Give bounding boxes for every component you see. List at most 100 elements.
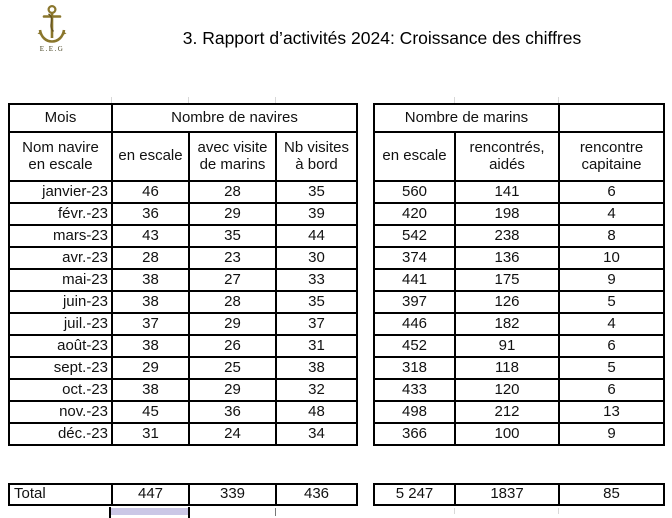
value-cell[interactable]: 141	[454, 180, 560, 204]
value-cell[interactable]: 29	[188, 312, 277, 336]
value-cell[interactable]: 374	[373, 246, 456, 270]
value-cell[interactable]: 34	[275, 422, 358, 446]
month-cell[interactable]: mai-23	[8, 268, 113, 292]
value-cell[interactable]: 9	[558, 268, 665, 292]
header-empty[interactable]	[558, 103, 665, 133]
value-cell[interactable]: 318	[373, 356, 456, 380]
value-cell[interactable]: 5	[558, 356, 665, 380]
value-cell[interactable]: 48	[275, 400, 358, 424]
value-cell[interactable]: 198	[454, 202, 560, 226]
value-cell[interactable]: 4	[558, 202, 665, 226]
value-cell[interactable]: 29	[188, 202, 277, 226]
value-cell[interactable]: 45	[111, 400, 190, 424]
value-cell[interactable]: 498	[373, 400, 456, 424]
value-cell[interactable]: 10	[558, 246, 665, 270]
total-value-cell[interactable]: 1837	[454, 483, 560, 506]
value-cell[interactable]: 43	[111, 224, 190, 248]
value-cell[interactable]: 33	[275, 268, 358, 292]
total-value-cell[interactable]: 339	[188, 483, 277, 506]
value-cell[interactable]: 5	[558, 290, 665, 314]
month-cell[interactable]: août-23	[8, 334, 113, 358]
value-cell[interactable]: 36	[111, 202, 190, 226]
value-cell[interactable]: 24	[188, 422, 277, 446]
header-mois[interactable]: Mois	[8, 103, 113, 133]
value-cell[interactable]: 397	[373, 290, 456, 314]
value-cell[interactable]: 433	[373, 378, 456, 402]
value-cell[interactable]: 37	[111, 312, 190, 336]
value-cell[interactable]: 35	[188, 224, 277, 248]
header-nombre-marins[interactable]: Nombre de marins	[373, 103, 560, 133]
value-cell[interactable]: 91	[454, 334, 560, 358]
header-en-escale[interactable]: en escale	[373, 131, 456, 182]
value-cell[interactable]: 4	[558, 312, 665, 336]
value-cell[interactable]: 182	[454, 312, 560, 336]
value-cell[interactable]: 38	[275, 356, 358, 380]
month-cell[interactable]: sept.-23	[8, 356, 113, 380]
total-value-cell[interactable]: 85	[558, 483, 665, 506]
month-cell[interactable]: mars-23	[8, 224, 113, 248]
value-cell[interactable]: 23	[188, 246, 277, 270]
total-label-cell[interactable]: Total	[8, 483, 113, 506]
value-cell[interactable]: 38	[111, 268, 190, 292]
header-rencontre-capitaine[interactable]: rencontre capitaine	[558, 131, 665, 182]
value-cell[interactable]: 446	[373, 312, 456, 336]
total-value-cell[interactable]: 5 247	[373, 483, 456, 506]
value-cell[interactable]: 6	[558, 180, 665, 204]
selected-cell-fragment[interactable]	[109, 507, 190, 518]
value-cell[interactable]: 6	[558, 334, 665, 358]
value-cell[interactable]: 39	[275, 202, 358, 226]
header-nom-navire[interactable]: Nom navire en escale	[8, 131, 113, 182]
header-nb-visites[interactable]: Nb visites à bord	[275, 131, 358, 182]
value-cell[interactable]: 13	[558, 400, 665, 424]
value-cell[interactable]: 8	[558, 224, 665, 248]
total-value-cell[interactable]: 436	[275, 483, 358, 506]
header-en-escale[interactable]: en escale	[111, 131, 190, 182]
value-cell[interactable]: 31	[275, 334, 358, 358]
header-rencontres-aides[interactable]: rencontrés, aidés	[454, 131, 560, 182]
value-cell[interactable]: 28	[111, 246, 190, 270]
value-cell[interactable]: 366	[373, 422, 456, 446]
value-cell[interactable]: 542	[373, 224, 456, 248]
value-cell[interactable]: 120	[454, 378, 560, 402]
value-cell[interactable]: 118	[454, 356, 560, 380]
total-value-cell[interactable]: 447	[111, 483, 190, 506]
value-cell[interactable]: 38	[111, 334, 190, 358]
value-cell[interactable]: 32	[275, 378, 358, 402]
value-cell[interactable]: 441	[373, 268, 456, 292]
value-cell[interactable]: 27	[188, 268, 277, 292]
value-cell[interactable]: 420	[373, 202, 456, 226]
value-cell[interactable]: 26	[188, 334, 277, 358]
month-cell[interactable]: janvier-23	[8, 180, 113, 204]
value-cell[interactable]: 31	[111, 422, 190, 446]
value-cell[interactable]: 100	[454, 422, 560, 446]
month-cell[interactable]: juin-23	[8, 290, 113, 314]
month-cell[interactable]: déc.-23	[8, 422, 113, 446]
value-cell[interactable]: 35	[275, 290, 358, 314]
value-cell[interactable]: 452	[373, 334, 456, 358]
month-cell[interactable]: oct.-23	[8, 378, 113, 402]
month-cell[interactable]: avr.-23	[8, 246, 113, 270]
value-cell[interactable]: 28	[188, 290, 277, 314]
value-cell[interactable]: 44	[275, 224, 358, 248]
header-nombre-navires[interactable]: Nombre de navires	[111, 103, 358, 133]
value-cell[interactable]: 136	[454, 246, 560, 270]
value-cell[interactable]: 560	[373, 180, 456, 204]
month-cell[interactable]: nov.-23	[8, 400, 113, 424]
value-cell[interactable]: 6	[558, 378, 665, 402]
value-cell[interactable]: 38	[111, 378, 190, 402]
value-cell[interactable]: 35	[275, 180, 358, 204]
value-cell[interactable]: 9	[558, 422, 665, 446]
value-cell[interactable]: 238	[454, 224, 560, 248]
value-cell[interactable]: 212	[454, 400, 560, 424]
value-cell[interactable]: 175	[454, 268, 560, 292]
value-cell[interactable]: 28	[188, 180, 277, 204]
header-avec-visite[interactable]: avec visite de marins	[188, 131, 277, 182]
month-cell[interactable]: févr.-23	[8, 202, 113, 226]
value-cell[interactable]: 36	[188, 400, 277, 424]
value-cell[interactable]: 25	[188, 356, 277, 380]
value-cell[interactable]: 38	[111, 290, 190, 314]
month-cell[interactable]: juil.-23	[8, 312, 113, 336]
value-cell[interactable]: 29	[188, 378, 277, 402]
value-cell[interactable]: 30	[275, 246, 358, 270]
value-cell[interactable]: 29	[111, 356, 190, 380]
